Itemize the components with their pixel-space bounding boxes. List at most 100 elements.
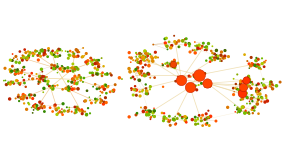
Point (48, 85, 52, 87)
Point (128, 71, 132, 73)
Point (33, 105, 37, 108)
Point (190, 49, 195, 52)
Point (57, 67, 62, 70)
Point (202, 49, 207, 51)
Point (174, 122, 178, 125)
Point (240, 98, 245, 100)
Point (55, 66, 60, 68)
Point (99, 73, 104, 75)
Point (223, 55, 227, 57)
Point (74, 109, 78, 111)
Point (226, 55, 231, 58)
Point (133, 60, 138, 62)
Point (35, 77, 39, 80)
Point (264, 59, 268, 62)
Point (45, 76, 49, 78)
Point (141, 57, 145, 59)
Point (85, 63, 90, 65)
Point (67, 88, 72, 90)
Point (242, 81, 247, 83)
Point (257, 67, 262, 69)
Point (14, 70, 18, 73)
Point (78, 110, 82, 112)
Point (59, 111, 64, 113)
Point (142, 73, 146, 75)
Point (104, 85, 109, 88)
Point (162, 117, 166, 120)
Point (210, 52, 215, 54)
Point (76, 55, 80, 57)
Point (50, 88, 55, 90)
Point (24, 97, 29, 99)
Point (147, 110, 151, 112)
Point (141, 89, 145, 91)
Point (231, 78, 236, 80)
Point (259, 96, 264, 98)
Point (254, 60, 259, 63)
Point (84, 114, 89, 116)
Point (207, 80, 211, 82)
Point (210, 56, 215, 58)
Point (161, 86, 165, 88)
Point (203, 118, 208, 120)
Point (67, 90, 71, 92)
Point (47, 85, 51, 87)
Point (80, 56, 84, 58)
Point (106, 85, 111, 87)
Point (149, 56, 154, 58)
Point (245, 83, 250, 86)
Point (187, 45, 192, 47)
Point (50, 50, 55, 52)
Point (42, 75, 46, 78)
Point (66, 89, 71, 91)
Point (31, 55, 35, 57)
Point (232, 90, 236, 93)
Point (259, 68, 263, 70)
Point (175, 62, 180, 64)
Point (29, 72, 34, 74)
Point (120, 78, 124, 80)
Point (193, 84, 198, 87)
Point (88, 99, 92, 102)
Point (83, 100, 88, 102)
Point (194, 74, 198, 76)
Point (148, 110, 153, 113)
Point (141, 110, 146, 113)
Point (33, 50, 38, 52)
Point (41, 87, 46, 90)
Point (55, 65, 60, 68)
Point (66, 110, 71, 112)
Point (162, 116, 167, 118)
Point (145, 54, 150, 57)
Point (150, 57, 155, 59)
Point (127, 116, 131, 118)
Point (16, 93, 21, 96)
Point (235, 73, 240, 76)
Point (4, 83, 9, 86)
Point (165, 45, 169, 47)
Point (176, 113, 181, 115)
Point (270, 88, 275, 90)
Point (42, 110, 47, 113)
Point (69, 110, 74, 113)
Point (195, 74, 200, 76)
Point (144, 87, 148, 90)
Point (66, 85, 71, 88)
Point (150, 57, 155, 60)
Point (27, 94, 32, 96)
Point (29, 106, 34, 109)
Point (165, 48, 170, 51)
Point (199, 82, 204, 85)
Point (167, 115, 172, 118)
Point (214, 49, 219, 52)
Point (245, 60, 250, 62)
Point (127, 51, 132, 54)
Point (260, 57, 264, 60)
Point (253, 64, 257, 67)
Point (248, 81, 253, 83)
Point (187, 86, 192, 88)
Point (216, 55, 220, 57)
Point (255, 88, 259, 90)
Point (196, 47, 200, 50)
Point (76, 76, 81, 78)
